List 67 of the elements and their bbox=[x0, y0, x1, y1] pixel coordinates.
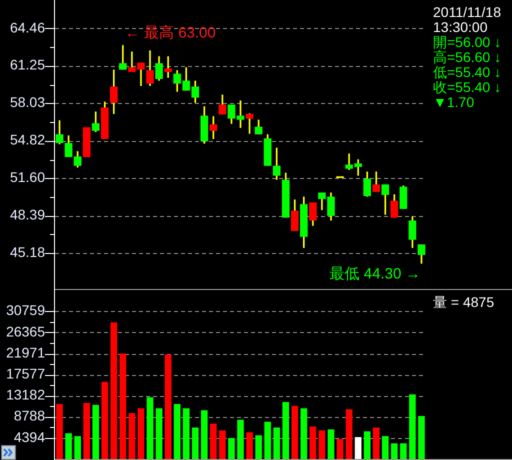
bar bbox=[346, 409, 352, 459]
bar bbox=[128, 413, 136, 459]
text: 開=56.00 ↓ bbox=[433, 34, 502, 50]
bar bbox=[264, 422, 271, 459]
bar bbox=[200, 410, 208, 459]
annotation: 最低 44.30 → bbox=[330, 266, 420, 283]
y-tick-label: 61.25 bbox=[10, 56, 46, 73]
text: 量 = 4875 bbox=[433, 294, 494, 310]
y-tick-label: 17577 bbox=[6, 365, 46, 382]
text: 低=55.40 ↓ bbox=[433, 64, 502, 80]
text: 收=55.40 ↓ bbox=[433, 78, 502, 95]
y-tick-label: 26365 bbox=[6, 323, 46, 340]
bar bbox=[364, 431, 371, 459]
bar bbox=[146, 397, 154, 459]
bar bbox=[372, 427, 380, 459]
bar bbox=[192, 427, 199, 459]
bar bbox=[210, 424, 217, 459]
bar bbox=[92, 404, 100, 459]
bar bbox=[56, 404, 63, 459]
bar bbox=[74, 436, 81, 459]
bar bbox=[354, 437, 362, 459]
bar bbox=[409, 394, 416, 459]
bar bbox=[382, 436, 389, 459]
y-tick-label: 54.82 bbox=[10, 132, 46, 148]
bar bbox=[138, 408, 144, 459]
bar bbox=[182, 408, 190, 459]
y-tick-label: 13182 bbox=[6, 386, 46, 403]
y-tick-label: 58.03 bbox=[10, 94, 46, 110]
annotation: ← 最高 63.00 bbox=[124, 24, 216, 42]
bar bbox=[418, 416, 425, 459]
bar bbox=[65, 433, 72, 459]
candlestick bbox=[82, 127, 90, 158]
bar bbox=[83, 402, 90, 459]
text: 高=56.60 ↓ bbox=[433, 48, 502, 65]
bar bbox=[255, 435, 262, 459]
y-tick-label: 30759 bbox=[6, 302, 46, 318]
y-tick-label: 8788 bbox=[14, 408, 46, 424]
bar bbox=[164, 354, 172, 459]
bar bbox=[110, 322, 118, 459]
bar bbox=[120, 354, 126, 459]
bar bbox=[391, 443, 398, 459]
y-tick-label: 45.18 bbox=[10, 244, 46, 260]
bar bbox=[246, 432, 253, 459]
y-tick-label: 21971 bbox=[6, 344, 46, 360]
bar bbox=[237, 420, 244, 459]
y-tick-label: 4394 bbox=[14, 428, 46, 445]
text: ▼1.70 bbox=[433, 94, 474, 110]
text: 2011/11/18 bbox=[433, 4, 502, 20]
bar bbox=[300, 408, 308, 459]
bar bbox=[291, 406, 298, 459]
bar bbox=[101, 382, 108, 459]
y-tick-label: 51.60 bbox=[10, 169, 46, 186]
bar bbox=[228, 438, 235, 459]
bar bbox=[156, 408, 162, 459]
y-tick-label: 48.39 bbox=[10, 206, 46, 223]
y-tick-label: 64.46 bbox=[10, 19, 46, 36]
bar bbox=[219, 430, 226, 459]
bar bbox=[174, 404, 180, 459]
bar bbox=[336, 438, 344, 459]
bar bbox=[318, 430, 326, 459]
bar bbox=[400, 443, 407, 459]
candlestick bbox=[246, 113, 254, 134]
bar bbox=[310, 426, 316, 459]
bar bbox=[273, 427, 280, 459]
bar bbox=[282, 402, 290, 459]
text: 13:30:00 bbox=[433, 18, 488, 35]
bar bbox=[328, 429, 334, 459]
